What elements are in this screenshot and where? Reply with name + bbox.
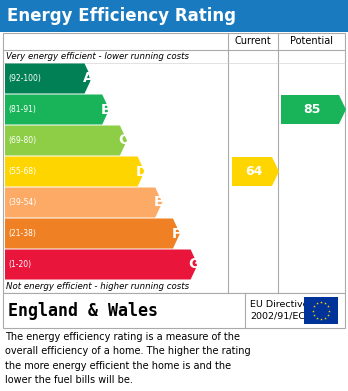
Text: EU Directive
2002/91/EC: EU Directive 2002/91/EC xyxy=(250,300,308,321)
Polygon shape xyxy=(5,156,145,187)
Text: (21-38): (21-38) xyxy=(8,229,36,238)
Polygon shape xyxy=(281,95,346,124)
Text: (81-91): (81-91) xyxy=(8,105,36,114)
Text: (92-100): (92-100) xyxy=(8,74,41,83)
Polygon shape xyxy=(5,188,162,217)
Text: (69-80): (69-80) xyxy=(8,136,36,145)
Text: E: E xyxy=(154,196,164,210)
Polygon shape xyxy=(5,63,92,93)
Text: G: G xyxy=(189,258,200,271)
Text: England & Wales: England & Wales xyxy=(8,301,158,319)
Text: D: D xyxy=(135,165,147,179)
Text: Current: Current xyxy=(235,36,271,47)
Text: B: B xyxy=(101,102,111,117)
Text: F: F xyxy=(172,226,181,240)
Bar xyxy=(0,0,348,32)
Text: The energy efficiency rating is a measure of the
overall efficiency of a home. T: The energy efficiency rating is a measur… xyxy=(5,332,251,385)
Bar xyxy=(3,33,345,293)
Text: (39-54): (39-54) xyxy=(8,198,36,207)
Polygon shape xyxy=(232,157,279,186)
Text: A: A xyxy=(83,72,93,86)
Polygon shape xyxy=(5,249,198,280)
Text: Energy Efficiency Rating: Energy Efficiency Rating xyxy=(7,7,236,25)
Bar xyxy=(3,293,345,328)
Polygon shape xyxy=(5,95,109,124)
Text: Very energy efficient - lower running costs: Very energy efficient - lower running co… xyxy=(6,52,189,61)
Text: 64: 64 xyxy=(245,165,263,178)
Text: Potential: Potential xyxy=(290,36,333,47)
Polygon shape xyxy=(5,219,180,249)
Polygon shape xyxy=(5,126,127,156)
Text: C: C xyxy=(118,133,128,147)
Text: (1-20): (1-20) xyxy=(8,260,31,269)
Bar xyxy=(304,297,338,324)
Text: Not energy efficient - higher running costs: Not energy efficient - higher running co… xyxy=(6,282,189,291)
Text: 85: 85 xyxy=(303,103,321,116)
Text: (55-68): (55-68) xyxy=(8,167,36,176)
